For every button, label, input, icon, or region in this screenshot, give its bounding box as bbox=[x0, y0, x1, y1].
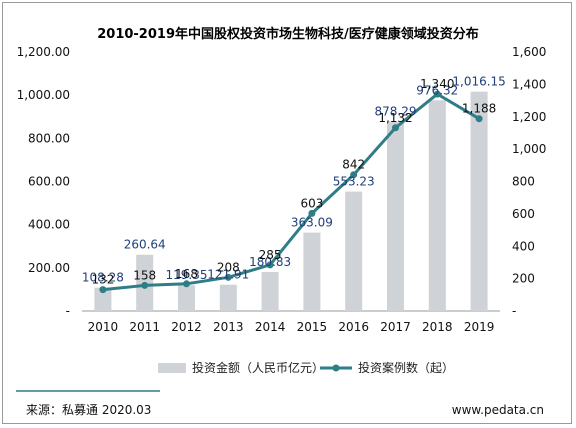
line-path bbox=[102, 92, 480, 292]
line-point bbox=[433, 90, 441, 98]
line-value-label: 842 bbox=[342, 158, 365, 172]
line-value-label: 168 bbox=[175, 267, 198, 281]
bar bbox=[261, 271, 279, 311]
legend-line-marker bbox=[332, 364, 340, 372]
line-point bbox=[266, 261, 274, 269]
bar-value-label: 1,016.15 bbox=[452, 75, 505, 89]
line-value-label: 208 bbox=[217, 260, 240, 274]
line-value-label: 1,132 bbox=[378, 111, 412, 125]
legend: 投资金额（人民币亿元） 投资案例数（起） bbox=[158, 360, 454, 375]
x-tick-label: 2013 bbox=[213, 320, 244, 334]
bar-value-label: 108.28 bbox=[82, 271, 124, 285]
right-tick-label: 600 bbox=[512, 207, 535, 221]
bar bbox=[178, 285, 195, 311]
bar bbox=[303, 232, 321, 311]
footer-source: 来源：私募通 2020.03 bbox=[26, 403, 151, 417]
left-tick-label: 1,200.00 bbox=[17, 45, 70, 59]
footer-site: www.pedata.cn bbox=[452, 403, 544, 417]
right-tick-label: 800 bbox=[512, 175, 535, 189]
x-axis: 2010 2011 2012 2013 2014 2015 2016 2017 2018 2019 bbox=[82, 310, 500, 334]
x-tick-label: 2011 bbox=[129, 320, 160, 334]
bar-value-label: 260.64 bbox=[124, 238, 166, 252]
legend-line-label: 投资案例数（起） bbox=[358, 360, 454, 375]
chart-title: 2010-2019年中国股权投资市场生物科技/医疗健康领域投资分布 bbox=[97, 26, 479, 42]
bar-value-label: 119.35 bbox=[166, 268, 208, 282]
bar-series bbox=[94, 91, 488, 311]
right-tick-label: 200 bbox=[512, 272, 535, 286]
line-value-label: 285 bbox=[259, 248, 282, 262]
line-point bbox=[308, 209, 316, 217]
bar-value-label: 363.09 bbox=[291, 216, 333, 230]
left-tick-label: 1,000.00 bbox=[17, 88, 70, 102]
bar bbox=[428, 100, 446, 311]
line-value-label: 603 bbox=[300, 196, 323, 210]
x-tick-label: 2010 bbox=[88, 320, 119, 334]
bar bbox=[387, 121, 404, 311]
left-tick-label: 600.00 bbox=[28, 175, 70, 189]
line-point bbox=[392, 124, 399, 132]
left-tick-label: - bbox=[66, 304, 70, 318]
line-value-label: 132 bbox=[91, 273, 114, 287]
bar-value-label: 976.32 bbox=[416, 83, 458, 97]
legend-bar-swatch bbox=[158, 363, 186, 373]
bar-value-label: 180.83 bbox=[249, 255, 291, 269]
legend-bar-label: 投资金额（人民币亿元） bbox=[192, 360, 324, 375]
x-tick-label: 2016 bbox=[338, 320, 369, 334]
line-point bbox=[183, 280, 190, 288]
line-value-label: 1,188 bbox=[462, 102, 496, 116]
line-point bbox=[350, 171, 358, 179]
x-tick-label: 2017 bbox=[380, 320, 411, 334]
right-axis: - 200 400 600 800 1,000 1,200 1,400 1,600 bbox=[512, 45, 546, 318]
left-tick-label: 200.00 bbox=[28, 261, 70, 275]
bar bbox=[345, 191, 363, 311]
line-point bbox=[475, 115, 483, 123]
right-tick-label: 1,400 bbox=[512, 77, 546, 91]
bar bbox=[94, 287, 112, 311]
bar-value-label: 121.91 bbox=[207, 268, 249, 282]
x-tick-label: 2012 bbox=[171, 320, 202, 334]
right-tick-label: 1,000 bbox=[512, 142, 546, 156]
right-tick-label: 1,200 bbox=[512, 110, 546, 124]
x-tick-label: 2019 bbox=[464, 320, 495, 334]
line-series bbox=[99, 90, 483, 294]
line-point bbox=[141, 281, 149, 289]
bar bbox=[219, 284, 237, 311]
x-tick-label: 2015 bbox=[297, 320, 328, 334]
bar bbox=[470, 91, 488, 311]
line-value-label: 1,340 bbox=[420, 77, 454, 91]
left-tick-label: 800.00 bbox=[28, 131, 70, 145]
right-tick-label: 1,600 bbox=[512, 45, 546, 59]
left-axis: - 200.00 400.00 600.00 800.00 1,000.00 1,200.0… bbox=[17, 45, 70, 318]
right-tick-label: 400 bbox=[512, 239, 535, 253]
x-tick-label: 2014 bbox=[255, 320, 286, 334]
line-point bbox=[99, 286, 107, 294]
line-point bbox=[224, 273, 232, 281]
line-value-label: 158 bbox=[133, 268, 156, 282]
left-tick-label: 400.00 bbox=[28, 218, 70, 232]
x-tick-label: 2018 bbox=[422, 320, 453, 334]
bar-value-label: 878.29 bbox=[375, 104, 417, 118]
bar-value-label: 553.23 bbox=[333, 175, 375, 189]
right-tick-label: - bbox=[512, 304, 516, 318]
